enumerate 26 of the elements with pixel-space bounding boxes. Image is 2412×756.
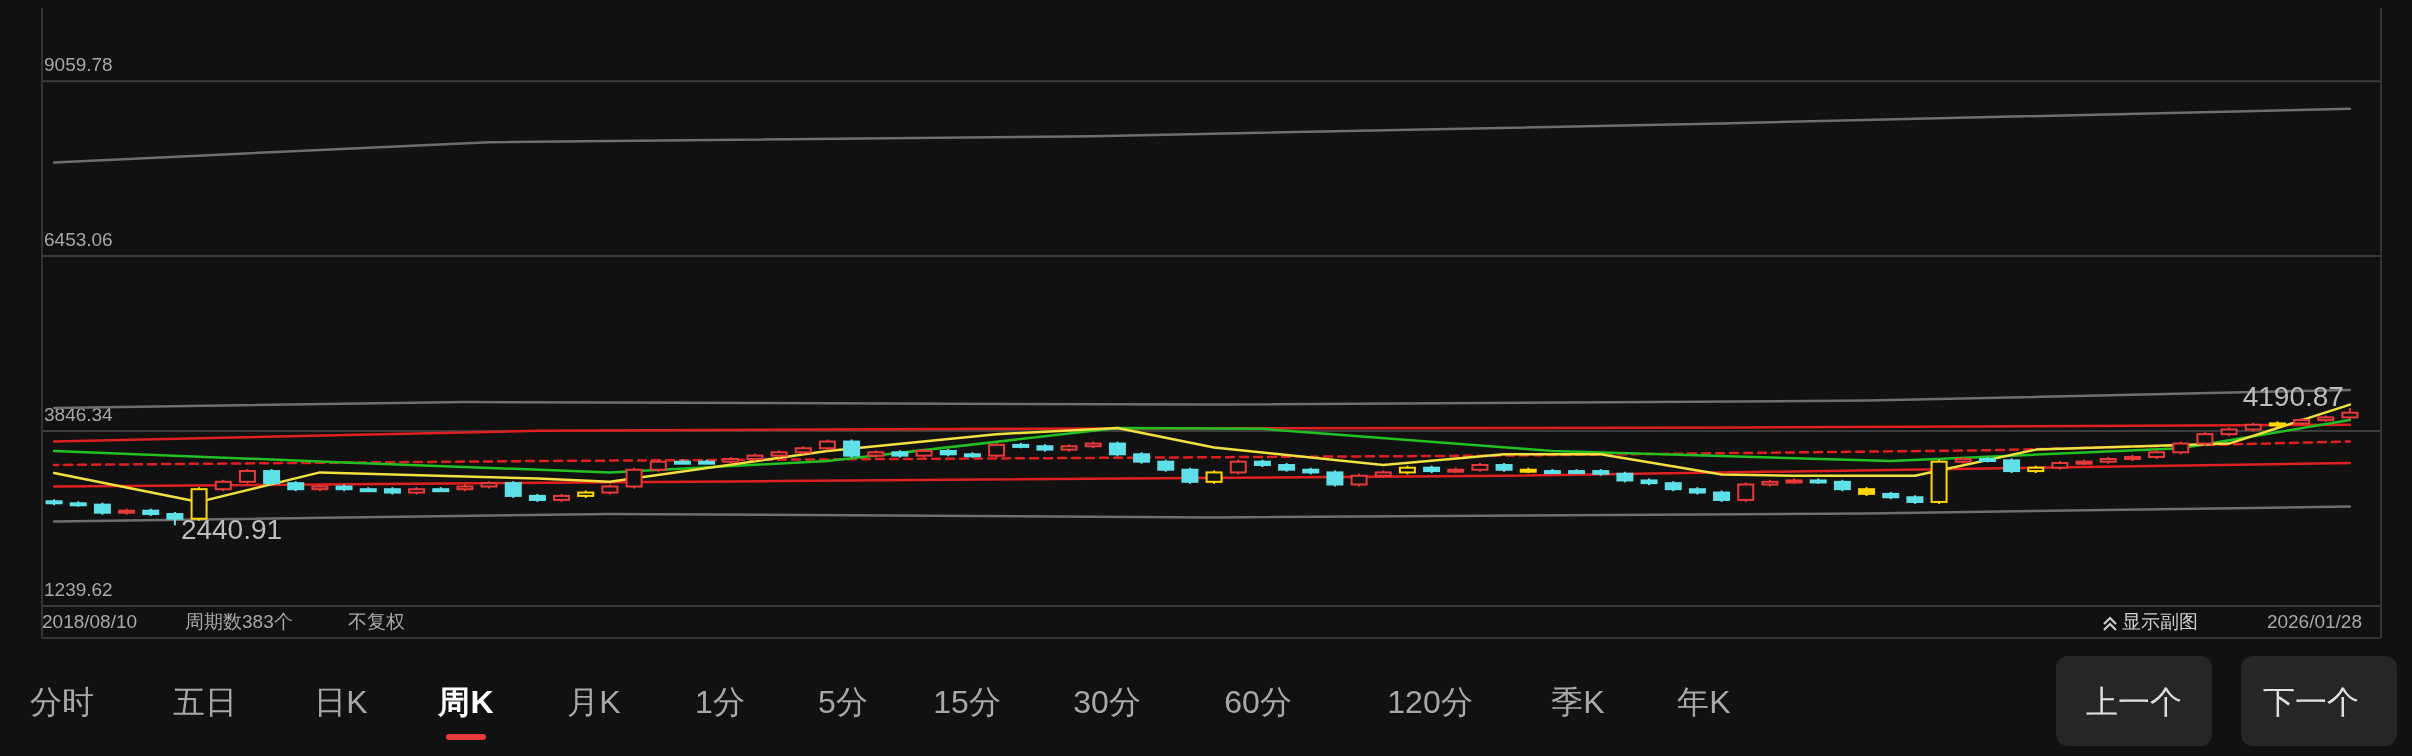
text: 周期数383个	[185, 611, 293, 632]
text: 日K	[314, 684, 368, 720]
text: 显示副图	[2122, 611, 2198, 632]
text: 下一个	[2263, 684, 2359, 720]
text: 120分	[1387, 684, 1473, 720]
text: 2018/08/10	[42, 611, 138, 632]
text: 2026/01/28	[2266, 611, 2362, 632]
text: 分时	[30, 684, 94, 720]
text: 年K	[1677, 684, 1731, 720]
text: 15分	[933, 684, 1001, 720]
text: 季K	[1551, 684, 1605, 720]
y-tick-label: 9059.78	[44, 54, 113, 76]
y-tick-label: 1239.62	[44, 579, 113, 600]
text: 上一个	[2086, 684, 2182, 720]
annotation: 4190.87	[2242, 380, 2344, 412]
text: 1分	[695, 684, 745, 720]
text: 月K	[567, 684, 621, 720]
y-tick-label: 6453.06	[44, 229, 113, 251]
text: 周K	[437, 684, 494, 720]
annotation: 2440.91	[180, 514, 283, 546]
text: 30分	[1073, 684, 1141, 720]
text: 不复权	[348, 611, 405, 632]
text: 60分	[1224, 684, 1292, 720]
y-tick-label: 3846.34	[44, 404, 114, 426]
text: 五日	[173, 684, 237, 720]
text: 5分	[818, 684, 868, 720]
